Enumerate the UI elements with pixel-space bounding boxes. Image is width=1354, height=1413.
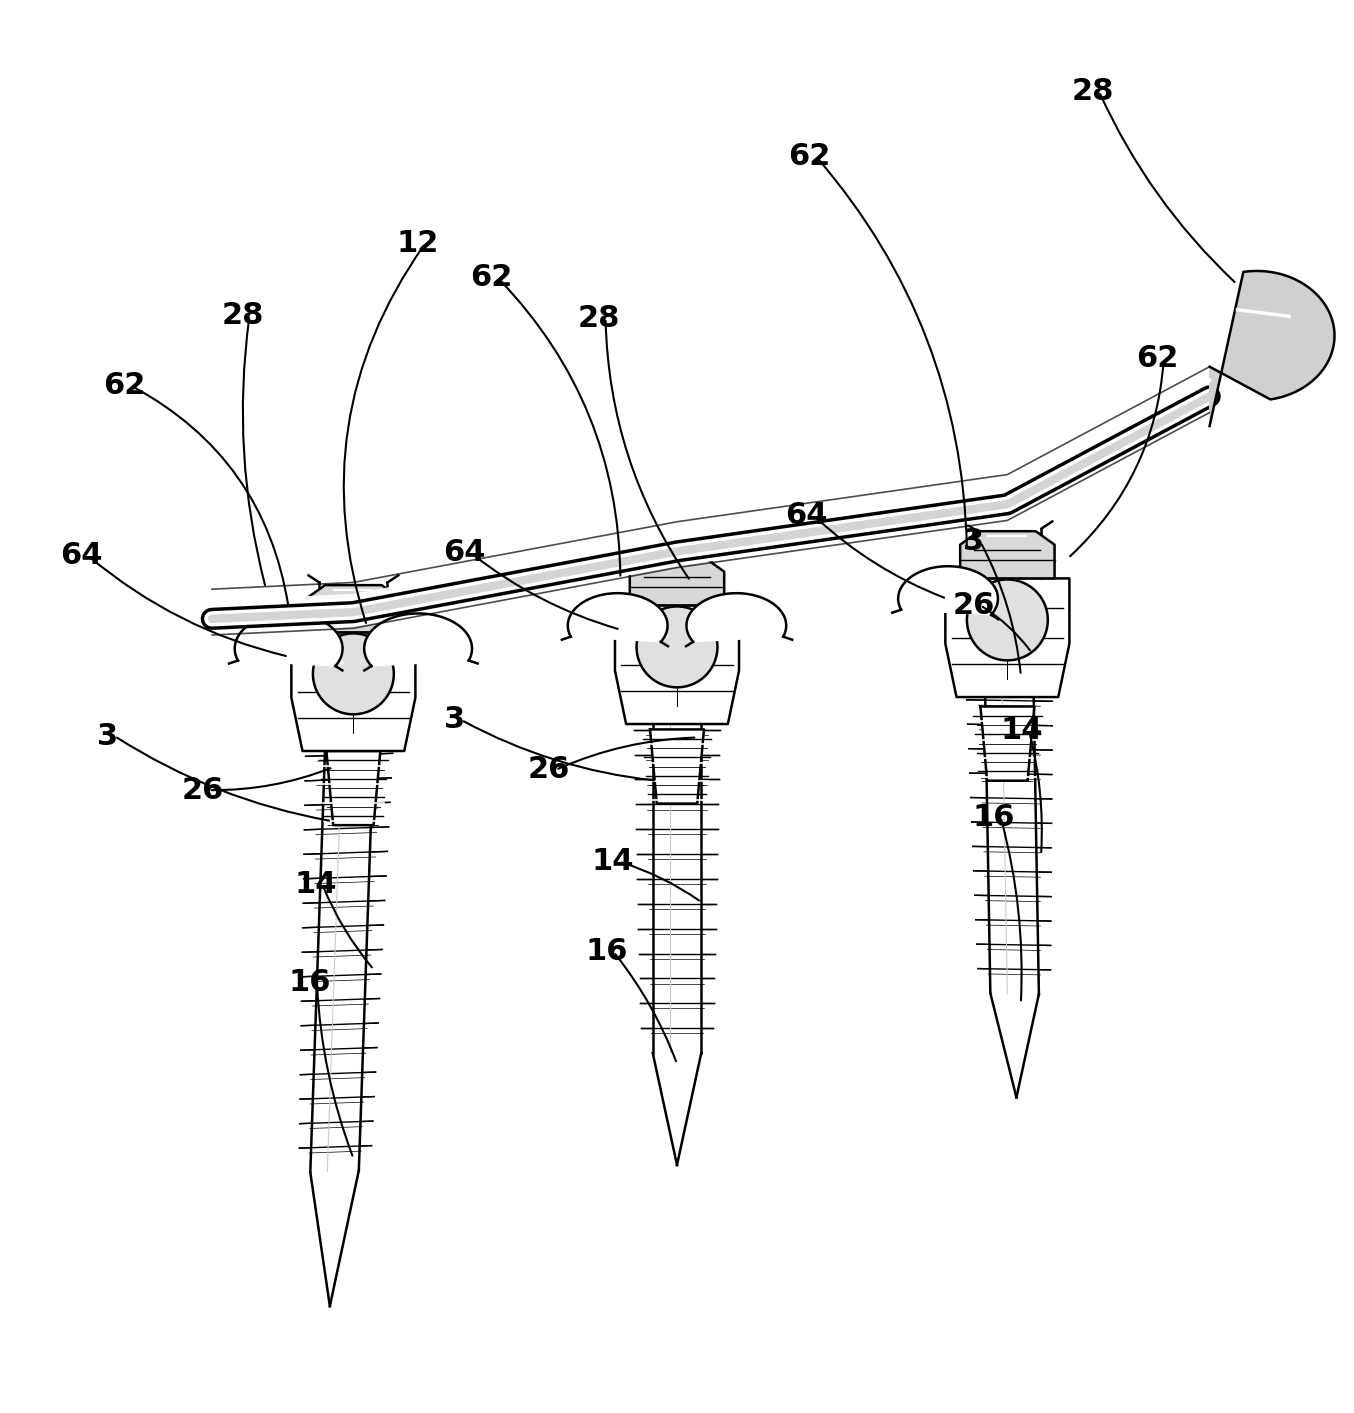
Polygon shape: [980, 706, 1034, 780]
Text: 26: 26: [952, 591, 995, 620]
Text: 28: 28: [1071, 78, 1113, 106]
Text: 14: 14: [592, 846, 634, 876]
Polygon shape: [650, 729, 704, 804]
Text: 3: 3: [963, 527, 984, 557]
Text: 62: 62: [103, 372, 145, 400]
Text: 64: 64: [443, 538, 485, 567]
Polygon shape: [291, 633, 416, 750]
Polygon shape: [686, 593, 787, 642]
Polygon shape: [945, 578, 1070, 697]
Polygon shape: [898, 567, 998, 615]
Polygon shape: [983, 578, 1039, 1098]
Text: 14: 14: [1001, 716, 1044, 745]
Text: 64: 64: [785, 500, 827, 530]
Polygon shape: [653, 605, 701, 1164]
Text: 62: 62: [470, 263, 512, 292]
Circle shape: [967, 579, 1048, 660]
Polygon shape: [310, 632, 378, 1306]
Text: 26: 26: [181, 776, 223, 804]
Text: 64: 64: [60, 541, 103, 569]
Polygon shape: [960, 531, 1055, 578]
Text: 14: 14: [294, 870, 337, 899]
Text: 28: 28: [222, 301, 264, 331]
Text: 62: 62: [1136, 345, 1178, 373]
Polygon shape: [306, 585, 401, 633]
Polygon shape: [615, 605, 739, 723]
Polygon shape: [567, 593, 668, 642]
Circle shape: [313, 633, 394, 715]
Polygon shape: [630, 558, 724, 605]
Polygon shape: [234, 613, 343, 666]
Text: 16: 16: [288, 968, 332, 998]
Text: 3: 3: [444, 705, 464, 735]
Text: 12: 12: [397, 229, 439, 259]
Text: 16: 16: [586, 937, 628, 966]
Polygon shape: [1209, 271, 1335, 427]
Circle shape: [636, 606, 718, 687]
Text: 3: 3: [97, 722, 119, 750]
Polygon shape: [364, 613, 473, 666]
Text: 62: 62: [788, 141, 830, 171]
Text: 16: 16: [972, 803, 1016, 832]
Text: 28: 28: [578, 304, 620, 332]
Text: 26: 26: [528, 756, 570, 784]
Polygon shape: [326, 750, 380, 825]
